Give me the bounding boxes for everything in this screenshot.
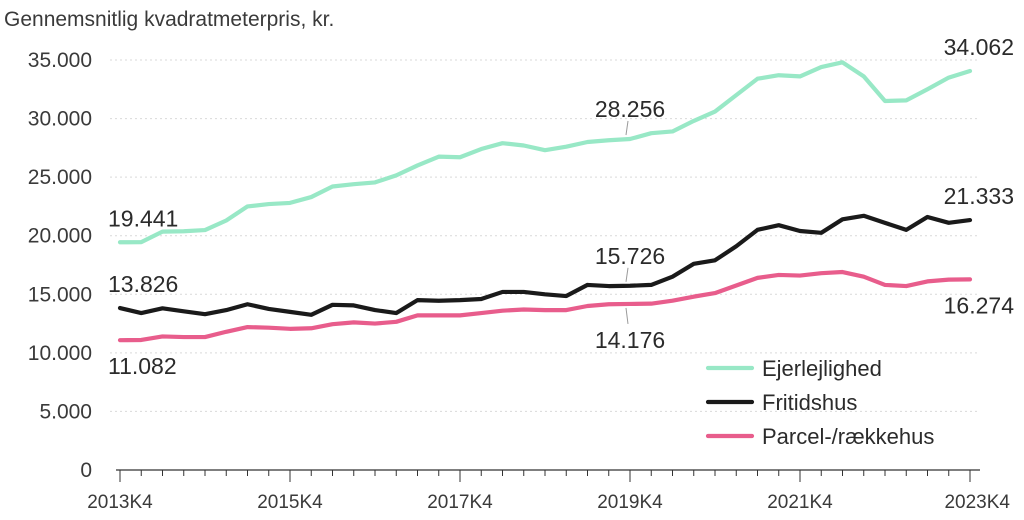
- annotation-leader: [625, 307, 629, 325]
- y-tick-label: 35.000: [28, 49, 92, 72]
- legend-item-fritidshus: Fritidshus: [705, 390, 857, 415]
- legend-item-ejerlejlighed: Ejerlejlighed: [705, 356, 882, 381]
- data-label: 19.441: [108, 205, 178, 231]
- annotation-layer: 19.441 28.256 34.062 13.826 15.726 21.333 11.0…: [108, 34, 1014, 379]
- data-label: 21.333: [944, 183, 1014, 209]
- x-axis: 2013K4 2015K4 2017K4 2019K4 2021K4 2023K4: [87, 469, 1010, 513]
- y-axis-title: Gennemsnitlig kvadratmeterpris, kr.: [4, 8, 334, 31]
- x-tick-label: 2023K4: [944, 492, 1010, 513]
- x-tick-label: 2019K4: [597, 492, 663, 513]
- y-tick-label: 25.000: [28, 166, 92, 189]
- legend: Ejerlejlighed Fritidshus Parcel-/rækkehus: [705, 356, 934, 449]
- y-tick-label: 10.000: [28, 342, 92, 365]
- series-line-ejerlejlighed: [117, 60, 973, 245]
- x-tick-label: 2021K4: [767, 492, 833, 513]
- y-tick-label: 15.000: [28, 283, 92, 306]
- data-label: 14.176: [595, 327, 665, 353]
- legend-label: Ejerlejlighed: [762, 356, 882, 381]
- legend-item-parcel-raekkehus: Parcel-/rækkehus: [705, 424, 934, 449]
- data-label: 11.082: [108, 353, 177, 379]
- y-tick-label: 30.000: [28, 108, 92, 131]
- annotation-leader: [625, 120, 629, 136]
- y-tick-label: 5.000: [39, 400, 92, 423]
- data-label: 28.256: [595, 96, 665, 122]
- x-tick-label: 2015K4: [257, 492, 323, 513]
- legend-label: Parcel-/rækkehus: [762, 424, 934, 449]
- legend-label: Fritidshus: [762, 390, 857, 415]
- data-label: 34.062: [944, 34, 1014, 60]
- data-label: 15.726: [595, 243, 665, 269]
- y-tick-label: 0: [80, 459, 92, 482]
- y-tick-labels: 0 5.000 10.000 15.000 20.000 25.000 30.000 35.0…: [28, 49, 92, 482]
- data-label: 13.826: [108, 271, 178, 297]
- series-line-fritidshus: [117, 213, 973, 317]
- series-line-parcel-raekkehus: [117, 269, 973, 343]
- x-tick-label: 2013K4: [87, 492, 153, 513]
- y-tick-label: 20.000: [28, 225, 92, 248]
- series-layer: [117, 60, 973, 343]
- data-label: 16.274: [944, 292, 1015, 318]
- annotation-leader: [625, 267, 629, 282]
- x-tick-label: 2017K4: [427, 492, 493, 513]
